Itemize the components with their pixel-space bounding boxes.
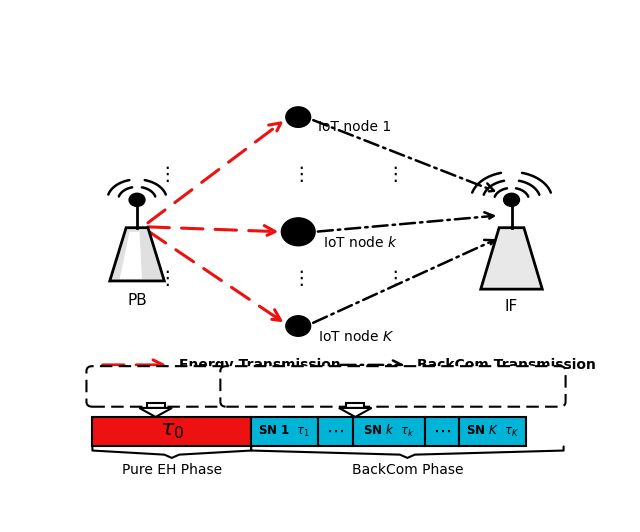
Text: IoT node $k$: IoT node $k$ [323,235,398,250]
Text: $\cdots$: $\cdots$ [326,422,344,440]
Text: SN $K$  $\tau_K$: SN $K$ $\tau_K$ [467,423,520,439]
Text: IoT node 1: IoT node 1 [318,120,391,135]
Bar [147,403,164,408]
Text: IoT node $K$: IoT node $K$ [318,329,395,344]
Text: ⋮: ⋮ [157,165,177,184]
Polygon shape [140,408,172,417]
FancyBboxPatch shape [220,366,566,406]
Text: ⋮: ⋮ [385,165,404,184]
Text: SN $k$  $\tau_k$: SN $k$ $\tau_k$ [363,423,415,439]
Bar [318,417,353,446]
Circle shape [286,107,310,127]
Circle shape [282,218,315,246]
Text: Energy Transmission: Energy Transmission [179,358,341,372]
Text: ⋮: ⋮ [291,269,310,288]
FancyBboxPatch shape [86,366,225,406]
Text: Pure EH Phase: Pure EH Phase [122,463,222,477]
Circle shape [129,193,145,206]
Bar [346,403,364,408]
Text: the EH mode: the EH mode [115,387,196,400]
Bar [353,417,425,446]
Polygon shape [339,408,372,417]
Bar [425,417,460,446]
Circle shape [286,316,310,336]
Bar [251,417,318,446]
Text: ⋮: ⋮ [385,269,404,288]
Polygon shape [120,232,142,279]
Bar [92,417,251,446]
Polygon shape [110,228,164,281]
Text: During $\tau_k$, IoT node $k$ backscatters its: During $\tau_k$, IoT node $k$ backscatte… [275,373,511,390]
Bar [460,417,527,446]
Text: $\cdots$: $\cdots$ [433,422,451,440]
Text: SN 1  $\tau_1$: SN 1 $\tau_1$ [259,423,311,439]
Text: All nodes work in: All nodes work in [102,375,209,388]
Text: ⋮: ⋮ [157,269,177,288]
Text: BackCom Transmission: BackCom Transmission [417,358,596,372]
Text: $\tau_0$: $\tau_0$ [160,421,184,441]
Text: PB: PB [127,293,147,308]
Circle shape [504,193,520,206]
Text: IF: IF [505,300,518,314]
Polygon shape [481,228,542,289]
Text: BackCom Phase: BackCom Phase [351,463,463,477]
Text: ⋮: ⋮ [291,165,310,184]
Text: information while the others harvest energy: information while the others harvest ene… [255,387,531,400]
